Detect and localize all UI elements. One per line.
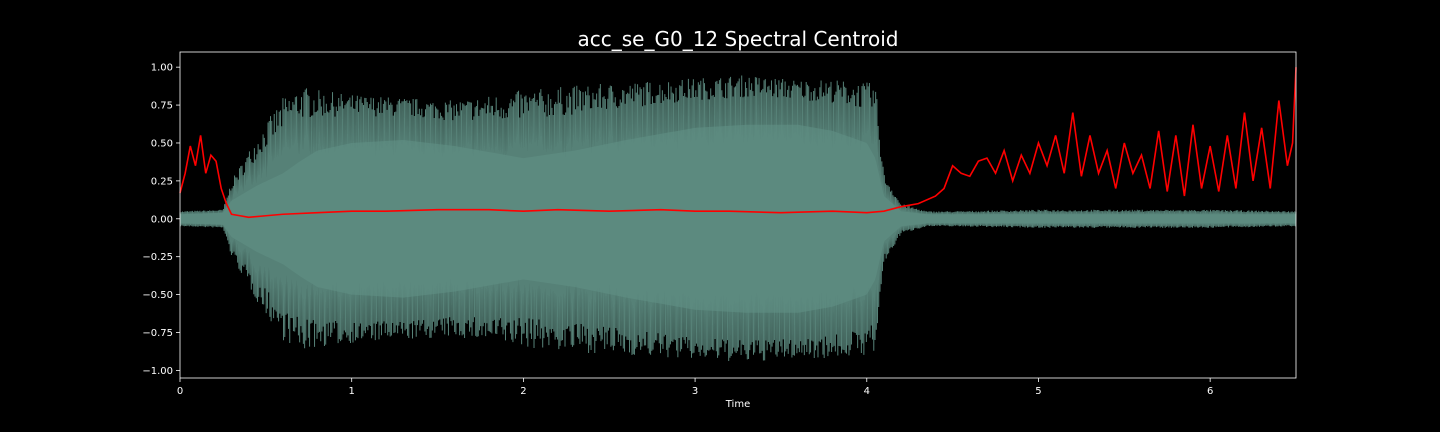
- x-tick-label: 4: [864, 386, 870, 397]
- y-tick-label: −0.25: [142, 252, 173, 263]
- x-tick-label: 6: [1207, 386, 1213, 397]
- y-tick-label: −0.75: [142, 328, 173, 339]
- waveform: [179, 75, 1297, 362]
- spectral-centroid-line: [179, 67, 1297, 219]
- x-tick-label: 5: [1035, 386, 1041, 397]
- plot-frame: [179, 51, 1297, 379]
- y-tick-label: −1.00: [142, 366, 173, 377]
- y-tick-label: 0.25: [151, 176, 173, 187]
- x-tick-label: 3: [692, 386, 698, 397]
- spectral-centroid-series: [179, 67, 1297, 219]
- y-tick-label: 0.50: [151, 138, 173, 149]
- y-tick-label: 0.75: [151, 101, 173, 112]
- x-axis-label: Time: [725, 399, 750, 410]
- chart-title: acc_se_G0_12 Spectral Centroid: [578, 27, 899, 51]
- y-tick-label: 0.00: [151, 214, 173, 225]
- x-tick-label: 2: [520, 386, 526, 397]
- y-tick-label: −0.50: [142, 290, 173, 301]
- x-tick-label: 1: [349, 386, 355, 397]
- x-axis-ticks: 0 1 2 3 4 5 6: [177, 378, 1213, 397]
- waveform-line: [179, 75, 1297, 362]
- x-tick-label: 0: [177, 386, 183, 397]
- y-axis-ticks: −1.00 −0.75 −0.50 −0.25 0.00 0.25 0.50 0.75 1.00: [142, 63, 180, 377]
- plot-area: [179, 51, 1297, 379]
- y-tick-label: 1.00: [151, 63, 173, 74]
